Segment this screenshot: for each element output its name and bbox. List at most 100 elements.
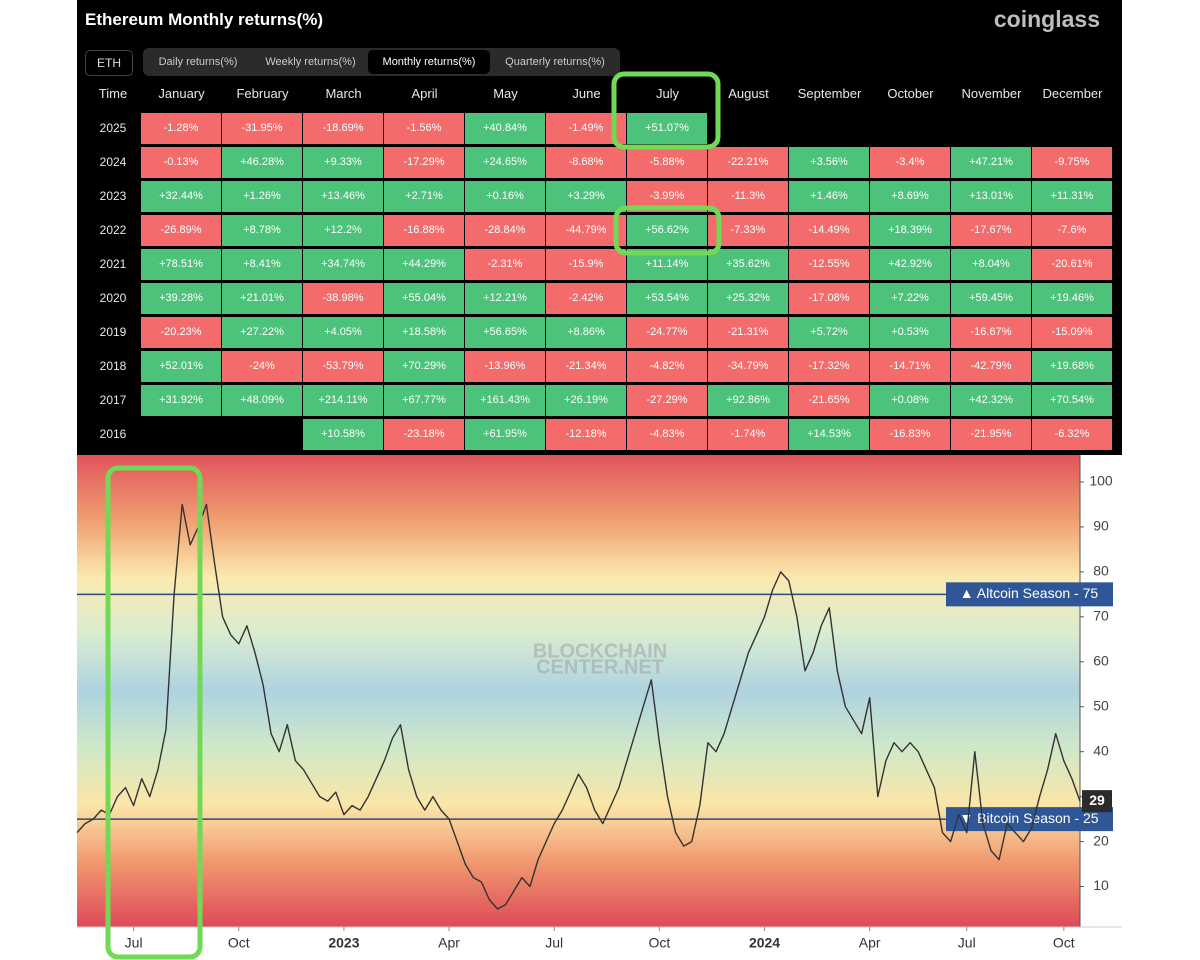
column-header: Time: [98, 86, 128, 101]
return-cell: -14.49%: [789, 215, 869, 246]
return-cell: -15.09%: [1032, 317, 1112, 348]
return-cell: +2.71%: [384, 181, 464, 212]
return-cell: -2.42%: [546, 283, 626, 314]
return-cell: +61.95%: [465, 419, 545, 450]
return-cell: +8.78%: [222, 215, 302, 246]
year-label: 2023: [99, 189, 127, 203]
return-cell: +14.53%: [789, 419, 869, 450]
return-cell: -38.98%: [303, 283, 383, 314]
return-cell: -44.79%: [546, 215, 626, 246]
column-header: October: [887, 86, 934, 101]
return-cell: -16.88%: [384, 215, 464, 246]
return-cell: +59.45%: [951, 283, 1031, 314]
return-cell: -28.84%: [465, 215, 545, 246]
return-cell: -6.32%: [1032, 419, 1112, 450]
x-tick-label: Apr: [859, 935, 881, 951]
return-cell: +18.58%: [384, 317, 464, 348]
return-cell: +44.29%: [384, 249, 464, 280]
return-cell: +42.92%: [870, 249, 950, 280]
return-cell: +56.65%: [465, 317, 545, 348]
x-tick-label: Jul: [958, 935, 976, 951]
return-cell: +48.09%: [222, 385, 302, 416]
return-cell: -1.56%: [384, 113, 464, 144]
return-cell: -24%: [222, 351, 302, 382]
return-cell: -34.79%: [708, 351, 788, 382]
tab[interactable]: Daily returns(%): [158, 56, 238, 68]
x-tick-label: Oct: [648, 935, 670, 951]
column-header: June: [572, 86, 601, 101]
return-cell: -42.79%: [951, 351, 1031, 382]
y-tick-label: 60: [1093, 652, 1109, 668]
plot-background: [77, 455, 1080, 927]
return-cell: +9.33%: [303, 147, 383, 178]
return-cell: -21.31%: [708, 317, 788, 348]
column-header: May: [493, 86, 518, 101]
return-cell: +25.32%: [708, 283, 788, 314]
return-cell: -17.29%: [384, 147, 464, 178]
return-cell: -16.83%: [870, 419, 950, 450]
return-cell: +70.29%: [384, 351, 464, 382]
return-cell: -7.6%: [1032, 215, 1112, 246]
return-cell: -20.61%: [1032, 249, 1112, 280]
column-header: March: [325, 86, 362, 101]
return-cell: +18.39%: [870, 215, 950, 246]
return-cell: -21.95%: [951, 419, 1031, 450]
logo: coinglass: [993, 6, 1100, 32]
return-cell: +12.21%: [465, 283, 545, 314]
year-label: 2022: [99, 223, 127, 237]
return-cell: -24.77%: [627, 317, 707, 348]
return-cell: -8.68%: [546, 147, 626, 178]
return-cell: +0.16%: [465, 181, 545, 212]
return-cell: +47.21%: [951, 147, 1031, 178]
return-cell: +78.51%: [141, 249, 221, 280]
column-header: January: [158, 86, 205, 101]
column-header: November: [961, 86, 1022, 101]
return-cell: +53.54%: [627, 283, 707, 314]
threshold-badge: [946, 582, 1113, 607]
return-cell: +161.43%: [465, 385, 545, 416]
return-cell: -3.4%: [870, 147, 950, 178]
tab[interactable]: Weekly returns(%): [265, 56, 356, 68]
return-cell: -14.71%: [870, 351, 950, 382]
y-tick-label: 20: [1093, 832, 1109, 848]
return-cell: -5.88%: [627, 147, 707, 178]
return-cell: +21.01%: [222, 283, 302, 314]
x-tick-label: Jul: [125, 935, 143, 951]
return-cell: -18.69%: [303, 113, 383, 144]
return-cell: +10.58%: [303, 419, 383, 450]
return-cell: +8.41%: [222, 249, 302, 280]
return-cell: -12.18%: [546, 419, 626, 450]
y-tick-label: 80: [1093, 563, 1109, 579]
return-cell: -1.74%: [708, 419, 788, 450]
return-cell: -17.32%: [789, 351, 869, 382]
return-cell: -20.23%: [141, 317, 221, 348]
index-line: [76, 503, 1081, 910]
column-header: August: [728, 86, 769, 101]
threshold-label: ▲ Altcoin Season - 75: [960, 585, 1099, 601]
return-cell: +13.01%: [951, 181, 1031, 212]
return-cell: +1.26%: [222, 181, 302, 212]
x-tick-label: 2023: [328, 935, 359, 951]
title: Ethereum Monthly returns(%): [85, 10, 324, 29]
return-cell: -26.89%: [141, 215, 221, 246]
return-cell: -17.08%: [789, 283, 869, 314]
return-cell: +8.69%: [870, 181, 950, 212]
tab[interactable]: Quarterly returns(%): [505, 56, 605, 68]
watermark: BLOCKCHAIN: [533, 640, 667, 662]
return-cell: +24.65%: [465, 147, 545, 178]
asset-select[interactable]: ETH: [85, 50, 133, 76]
return-cell: +67.77%: [384, 385, 464, 416]
y-tick-label: 50: [1093, 697, 1109, 713]
return-cell: +70.54%: [1032, 385, 1112, 416]
tab[interactable]: Monthly returns(%): [368, 50, 490, 74]
year-label: 2020: [99, 291, 127, 305]
return-cell: +3.29%: [546, 181, 626, 212]
return-cell: -9.75%: [1032, 147, 1112, 178]
watermark: CENTER.NET: [536, 656, 664, 678]
return-cell: -27.29%: [627, 385, 707, 416]
return-cell: -21.65%: [789, 385, 869, 416]
return-cell: +5.72%: [789, 317, 869, 348]
year-label: 2019: [99, 325, 127, 339]
column-header: September: [797, 86, 862, 101]
return-cell: +31.92%: [141, 385, 221, 416]
